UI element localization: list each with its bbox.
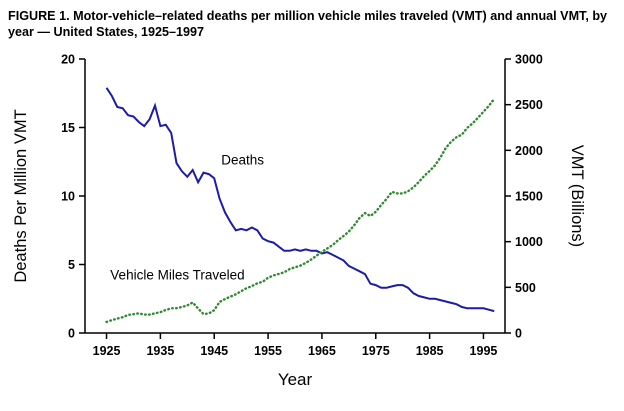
series-deaths <box>105 86 495 312</box>
x-tick-label: 1945 <box>200 344 228 358</box>
x-tick-label: 1925 <box>93 344 121 358</box>
x-tick-label: 1955 <box>254 344 282 358</box>
figure-title: FIGURE 1. Motor-vehicle–related deaths p… <box>8 9 608 40</box>
x-tick-label: 1975 <box>362 344 390 358</box>
annotation-vehicle-miles-traveled: Vehicle Miles Traveled <box>110 267 244 282</box>
y-right-tick-label: 2500 <box>515 98 543 112</box>
y-left-tick-label: 10 <box>61 189 75 203</box>
annotation-deaths: Deaths <box>221 152 264 167</box>
y-right-tick-label: 2000 <box>515 144 543 158</box>
dual-axis-line-chart: 1925 1935 1945 1955 1965 1975 1985 1995 0 5 10 15 20… <box>12 52 586 389</box>
y-right-axis-title: VMT (Billions) <box>568 145 586 247</box>
chart-area: 1925 1935 1945 1955 1965 1975 1985 1995 0 5 10 15 20… <box>0 45 624 410</box>
x-tick-label: 1965 <box>308 344 336 358</box>
x-axis-title: Year <box>278 370 313 389</box>
x-tick-label: 1935 <box>146 344 174 358</box>
y-left-tick-label: 0 <box>68 326 75 340</box>
y-right-tick-label: 0 <box>515 326 522 340</box>
y-right-tick-label: 1500 <box>515 189 543 203</box>
y-left-tick-label: 15 <box>61 121 75 135</box>
y-left-tick-label: 20 <box>61 52 75 66</box>
y-left-axis-title: Deaths Per Million VMT <box>12 109 30 282</box>
y-right-tick-label: 1000 <box>515 235 543 249</box>
y-right-tick-label: 3000 <box>515 52 543 66</box>
series-vehicle-miles-traveled <box>105 97 496 323</box>
x-tick-label: 1995 <box>470 344 498 358</box>
y-right-tick-label: 500 <box>515 281 536 295</box>
x-tick-label: 1985 <box>416 344 444 358</box>
y-left-tick-label: 5 <box>68 258 75 272</box>
